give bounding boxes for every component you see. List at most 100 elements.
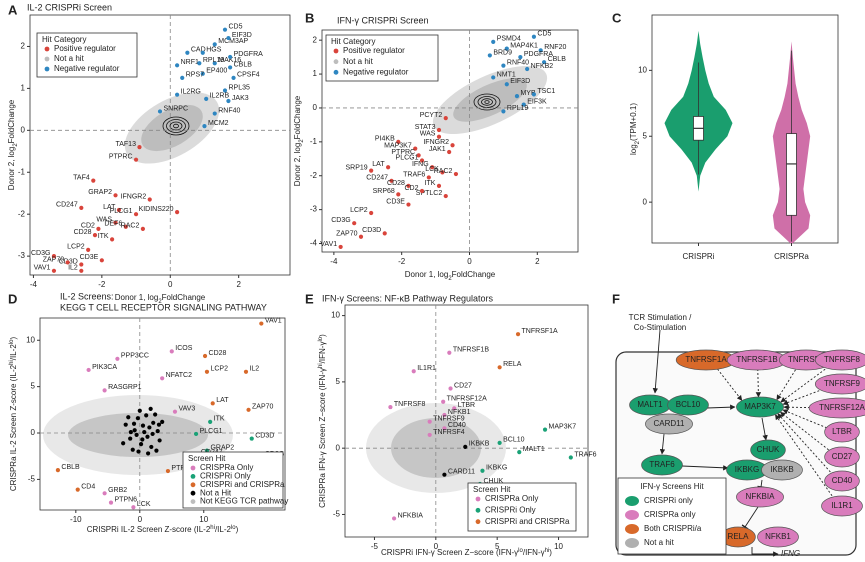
y-tick-label: 2 bbox=[313, 35, 318, 44]
gene-label: IFNG bbox=[781, 549, 800, 558]
violin-half bbox=[698, 30, 733, 192]
legend-label: Positive regulator bbox=[343, 46, 405, 55]
y-axis-label-part: FoldChange bbox=[293, 95, 302, 139]
data-point bbox=[65, 260, 70, 265]
y-tick-label: -1 bbox=[18, 167, 26, 176]
data-point bbox=[175, 92, 180, 97]
panel-label: C bbox=[612, 10, 622, 25]
y-axis-label-part: CRISPRa IL-2 Screen Z-score (IL-2 bbox=[9, 364, 18, 491]
data-point bbox=[352, 221, 357, 226]
data-point bbox=[197, 61, 202, 66]
point-label: CARD11 bbox=[448, 469, 475, 476]
point-label: PCYT2 bbox=[420, 112, 443, 119]
point-label: MCM2 bbox=[208, 120, 229, 127]
point-label: CD4 bbox=[81, 483, 95, 490]
y-tick-label: 5 bbox=[31, 382, 36, 391]
y-tick-label: 5 bbox=[336, 377, 341, 386]
data-point bbox=[427, 432, 432, 438]
x-axis-label-part: ) bbox=[236, 525, 239, 534]
data-point bbox=[185, 50, 190, 55]
legend-swatch bbox=[625, 524, 639, 534]
y-axis-label-part: log bbox=[629, 144, 638, 155]
point-label: CD40 bbox=[448, 422, 466, 429]
y-axis-label-part: 2 bbox=[299, 139, 305, 143]
y-axis-label-part: ) bbox=[9, 337, 18, 340]
point-label: CBLB bbox=[548, 56, 567, 63]
chart-title: IL-2 CRISPRi Screen bbox=[27, 2, 112, 12]
point-label: PIK3CA bbox=[92, 364, 117, 371]
data-point bbox=[137, 144, 142, 150]
arrow bbox=[751, 547, 779, 557]
y-tick-label: -5 bbox=[28, 475, 36, 484]
y-tick-label: -2 bbox=[18, 209, 26, 218]
data-point bbox=[202, 124, 207, 129]
legend-label: CRISPRa only bbox=[644, 510, 696, 519]
point-label: CD3E bbox=[80, 254, 99, 261]
data-point bbox=[140, 437, 145, 442]
point-label: TAF4 bbox=[73, 174, 90, 181]
y-tick-label: -3 bbox=[18, 251, 26, 260]
data-point bbox=[491, 39, 496, 44]
inhibit bbox=[741, 506, 759, 530]
point-label: RAC2 bbox=[121, 223, 140, 230]
point-label: STAT3 bbox=[415, 124, 436, 131]
data-point bbox=[157, 438, 162, 443]
point-label: LCP2 bbox=[67, 244, 85, 251]
x-axis-label-part: 2 bbox=[448, 276, 452, 282]
y-axis-label-part: lo bbox=[9, 339, 15, 344]
node-label: MAP3K7 bbox=[744, 402, 776, 411]
x-tick-label: -2 bbox=[398, 257, 406, 266]
data-point bbox=[130, 447, 135, 452]
data-point bbox=[102, 491, 107, 496]
legend-title: Screen Hit bbox=[473, 485, 511, 494]
y-axis-label: Donor 2, log2FoldChange bbox=[293, 95, 304, 186]
legend-label: CRISPRi and CRISPRa bbox=[200, 480, 285, 489]
data-point bbox=[243, 369, 249, 374]
panel-label: A bbox=[8, 2, 18, 17]
legend-title: IFN-γ Screens Hit bbox=[640, 482, 704, 491]
node-label: LTBR bbox=[832, 427, 852, 436]
node bbox=[814, 373, 865, 395]
legend-title: Hit Category bbox=[42, 35, 86, 44]
point-label: PDGFRA bbox=[524, 51, 554, 58]
point-label: TNFRSF1B bbox=[453, 347, 490, 354]
point-label: CD5 bbox=[537, 31, 551, 38]
node bbox=[667, 394, 709, 416]
x-axis-label-part: CRISPRi IFN-γ Screen Z−score (IFN-γ bbox=[381, 548, 518, 557]
data-point bbox=[79, 268, 84, 273]
point-label: RASGRP1 bbox=[108, 384, 142, 391]
data-point bbox=[389, 178, 394, 183]
node bbox=[757, 526, 799, 548]
data-point bbox=[541, 60, 547, 65]
data-point bbox=[419, 188, 425, 194]
data-point bbox=[369, 210, 374, 216]
legend-box bbox=[325, 34, 439, 82]
data-point bbox=[442, 412, 447, 418]
x-axis-label-part: Donor 1, log bbox=[405, 270, 449, 279]
x-axis-label: CRISPRi IFN-γ Screen Z−score (IFN-γlo/IF… bbox=[381, 548, 552, 558]
node-label: CD27 bbox=[832, 452, 853, 461]
plot-frame bbox=[29, 14, 291, 276]
point-label: TAF13 bbox=[115, 141, 136, 148]
node-label: TNFRSF1B bbox=[736, 355, 777, 364]
point-label: PTPRC bbox=[391, 149, 415, 156]
point-label: IL1R1 bbox=[417, 365, 436, 372]
stimulus-label: Co-Stimulation bbox=[634, 323, 686, 332]
legend-swatch bbox=[625, 538, 639, 548]
legend-label: Negative regulator bbox=[343, 67, 409, 76]
y-axis-label-part: ) bbox=[318, 334, 327, 337]
legend-swatch bbox=[190, 499, 196, 504]
y-tick-label: 5 bbox=[643, 131, 648, 140]
data-point bbox=[160, 376, 165, 381]
x-tick-label: -5 bbox=[371, 542, 379, 551]
legend-label: Not a hit bbox=[54, 54, 85, 63]
y-axis-label: log2(TPM+0.1) bbox=[629, 103, 640, 155]
point-label: WAS bbox=[96, 216, 112, 223]
x-axis-label-part: ) bbox=[549, 548, 552, 557]
node-label: CD40 bbox=[832, 476, 853, 485]
data-point bbox=[246, 407, 251, 412]
data-point bbox=[126, 415, 131, 420]
data-point bbox=[113, 220, 118, 225]
data-point bbox=[193, 431, 199, 437]
plot-frame bbox=[651, 14, 839, 244]
